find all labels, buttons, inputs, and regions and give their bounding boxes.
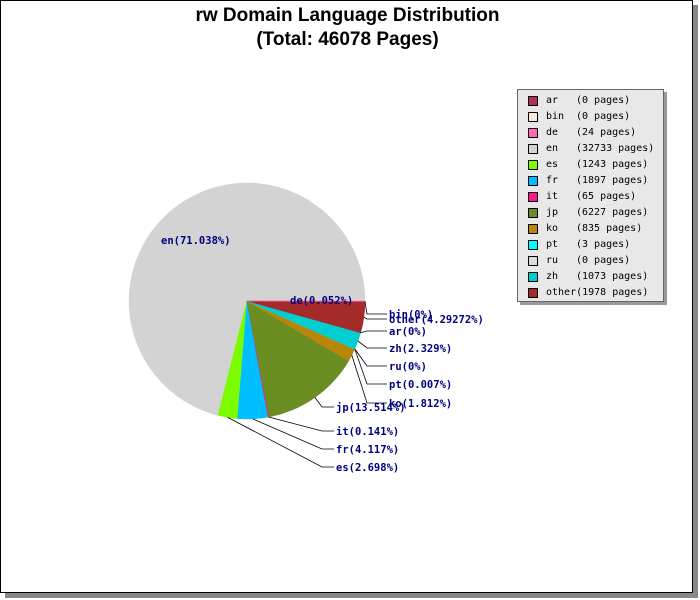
legend-swatch-fr [528, 176, 538, 186]
chart-legend: ar (0 pages) bin (0 pages) de (24 pages) en (32… [517, 89, 664, 302]
leader-line-other [363, 316, 387, 320]
legend-code-bin: bin [546, 111, 565, 122]
legend-count-de: (24 pages) [576, 127, 637, 138]
legend-count-ru: (0 pages) [576, 255, 631, 266]
legend-code-ru: ru [546, 255, 559, 266]
slice-label-en: en(71.038%) [161, 235, 231, 247]
legend-swatch-es [528, 160, 538, 170]
legend-code-it: it [546, 191, 559, 202]
legend-count-ko: (835 pages) [576, 223, 643, 234]
leader-line-ar [360, 330, 387, 334]
pie-slice-en [128, 182, 366, 416]
legend-count-pt: (3 pages) [576, 239, 631, 250]
legend-count-zh: (1073 pages) [576, 271, 649, 282]
legend-count-jp: (6227 pages) [576, 207, 649, 218]
leader-line-pt [354, 348, 387, 385]
legend-swatch-pt [528, 240, 538, 250]
pie-slices [128, 182, 366, 420]
legend-swatch-it [528, 192, 538, 202]
leader-line-fr [252, 418, 334, 450]
legend-swatch-bin [528, 112, 538, 122]
slice-label-other: other(4.29272%) [389, 314, 484, 326]
legend-code-es: es [546, 159, 559, 170]
legend-count-bin: (0 pages) [576, 111, 631, 122]
chart-title: rw Domain Language Distribution (Total: … [1, 4, 694, 52]
legend-code-en: en [546, 143, 559, 154]
legend-swatch-ko [528, 224, 538, 234]
slice-label-ar: ar(0%) [389, 326, 427, 338]
legend-code-ko: ko [546, 223, 559, 234]
legend-swatch-zh [528, 272, 538, 282]
chart-frame: rw Domain Language Distribution (Total: … [0, 0, 693, 593]
slice-labels: ar(0%) bin(0%) de(0.052%) en(71.038%) es(2.6… [161, 235, 484, 474]
legend-count-it: (65 pages) [576, 191, 637, 202]
legend-count-ar: (0 pages) [576, 95, 631, 106]
slice-label-ko: ko(1.812%) [389, 398, 452, 410]
leader-line-ko [351, 354, 387, 404]
legend-swatch-ru [528, 256, 538, 266]
leader-line-jp [314, 397, 334, 408]
slice-label-ru: ru(0%) [389, 361, 427, 373]
legend-swatch-ar [528, 96, 538, 106]
slice-label-de: de(0.052%) [290, 295, 353, 307]
leader-line-zh [357, 340, 387, 349]
legend-swatch-other [528, 288, 538, 298]
legend-code-ar: ar [546, 95, 559, 106]
leader-line-it [268, 416, 334, 432]
slice-label-fr: fr(4.117%) [336, 444, 399, 456]
slice-label-bin: bin(0%) [389, 309, 433, 321]
slice-label-pt: pt(0.007%) [389, 379, 452, 391]
slice-label-zh: zh(2.329%) [389, 343, 452, 355]
legend-swatch-jp [528, 208, 538, 218]
legend-code-pt: pt [546, 239, 559, 250]
legend-swatch-de [528, 128, 538, 138]
leader-line-bin [364, 301, 387, 315]
chart-title-line1: rw Domain Language Distribution [195, 5, 500, 26]
legend-count-es: (1243 pages) [576, 159, 649, 170]
legend-count-en: (32733 pages) [576, 143, 655, 154]
legend-code-jp: jp [546, 207, 559, 218]
slice-label-es: es(2.698%) [336, 462, 399, 474]
legend-code-fr: fr [546, 175, 559, 186]
label-leader-lines [227, 301, 387, 468]
slice-label-it: it(0.141%) [336, 426, 399, 438]
legend-swatch-en [528, 144, 538, 154]
legend-count-fr: (1897 pages) [576, 175, 649, 186]
slice-label-jp: jp(13.514%) [336, 402, 406, 414]
pie-chart: ar(0%) bin(0%) de(0.052%) en(71.038%) es(2.6… [128, 182, 484, 474]
legend-code-de: de [546, 127, 559, 138]
legend-code-zh: zh [546, 271, 559, 282]
chart-title-line2: (Total: 46078 Pages) [256, 29, 439, 50]
leader-line-es [227, 417, 334, 468]
legend-count-other: other(1978 pages) [546, 287, 649, 298]
leader-line-ru [354, 348, 387, 367]
